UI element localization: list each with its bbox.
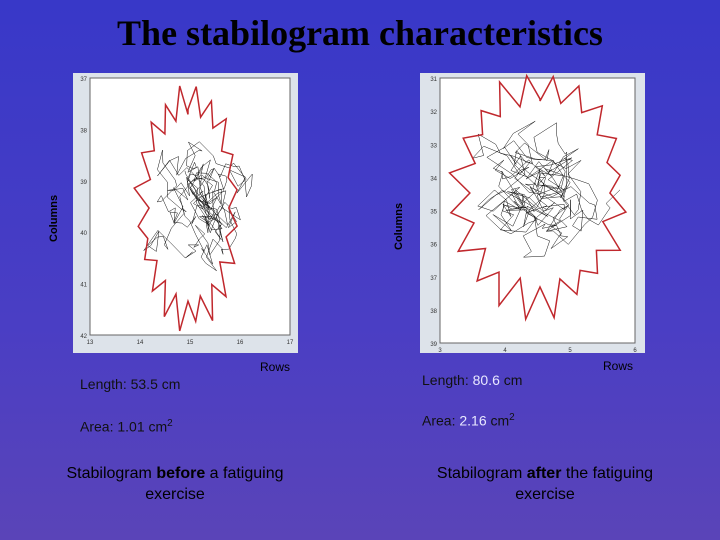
caption: Stabilogram after the fatiguing exercise bbox=[410, 463, 680, 505]
hull bbox=[133, 85, 239, 332]
area-power: 2 bbox=[167, 418, 173, 429]
caption: Stabilogram before a fatiguing exercise bbox=[40, 463, 310, 505]
y-tick-label: 41 bbox=[80, 283, 87, 289]
y-tick-label: 39 bbox=[430, 342, 437, 348]
y-tick-label: 37 bbox=[430, 276, 437, 282]
y-tick-label: 35 bbox=[430, 210, 437, 216]
y-tick-label: 38 bbox=[430, 309, 437, 315]
x-tick-label: 14 bbox=[137, 340, 144, 346]
caption-text: Stabilogram bbox=[66, 465, 152, 482]
length-value: 80.6 bbox=[472, 372, 500, 388]
y-axis-label: Columns bbox=[393, 202, 405, 250]
plot-area bbox=[439, 77, 636, 344]
y-tick-label: 39 bbox=[80, 180, 87, 186]
x-tick-label: 4 bbox=[503, 348, 507, 353]
y-tick-label: 31 bbox=[430, 77, 437, 83]
hull bbox=[448, 73, 628, 322]
x-tick-label: 6 bbox=[633, 348, 637, 353]
length-value: 53.5 bbox=[130, 376, 158, 392]
title: The stabilogram characteristics bbox=[117, 13, 603, 53]
area-power: 2 bbox=[509, 412, 515, 423]
y-tick-label: 33 bbox=[430, 143, 437, 149]
length-label: Length: bbox=[80, 376, 127, 392]
caption-text: Stabilogram bbox=[436, 465, 523, 482]
stabilogram-image: 31 32 33 34 35 36 37 38 39 3 4 5 6 bbox=[420, 73, 645, 353]
y-tick-label: 32 bbox=[430, 110, 437, 116]
area-value: 1.01 bbox=[117, 418, 145, 435]
y-tick-label: 37 bbox=[80, 77, 87, 83]
area: Area: 2.16 cm2 bbox=[422, 412, 515, 429]
length: Length: 80.6 cm bbox=[422, 372, 522, 388]
caption-emphasis: after bbox=[526, 465, 562, 482]
y-tick-label: 38 bbox=[80, 128, 87, 134]
x-tick-label: 17 bbox=[287, 340, 294, 346]
length-unit: cm bbox=[161, 376, 181, 392]
x-tick-label: 13 bbox=[87, 340, 94, 346]
length-unit: cm bbox=[503, 372, 523, 388]
x-tick-label: 3 bbox=[438, 348, 442, 353]
x-tick-label: 15 bbox=[187, 340, 194, 346]
y-tick-label: 36 bbox=[430, 243, 437, 249]
y-tick-label: 40 bbox=[80, 231, 87, 237]
trajectory bbox=[143, 141, 253, 272]
y-tick-label: 34 bbox=[430, 176, 437, 182]
area-label: Area: bbox=[80, 418, 114, 435]
y-axis-label: Columns bbox=[48, 194, 60, 242]
length: Length: 53.5 cm bbox=[80, 376, 180, 392]
area-label: Area: bbox=[422, 412, 456, 429]
stabilogram-image: 37 38 39 40 41 42 13 14 15 16 17 bbox=[73, 73, 298, 353]
area-value: 2.16 bbox=[459, 412, 487, 429]
x-axis-label: Rows bbox=[603, 359, 634, 373]
caption-text: the fatiguing exercise bbox=[515, 465, 654, 503]
plot-area bbox=[89, 77, 291, 336]
trajectory bbox=[471, 120, 621, 258]
area-unit: cm bbox=[148, 418, 168, 435]
caption-text: a fatiguing exercise bbox=[145, 465, 284, 503]
area: Area: 1.01 cm2 bbox=[80, 418, 173, 435]
x-axis-label: Rows bbox=[260, 360, 291, 374]
x-tick-label: 5 bbox=[568, 348, 572, 353]
caption-emphasis: before bbox=[156, 465, 206, 482]
y-tick-label: 42 bbox=[80, 334, 87, 340]
x-tick-label: 16 bbox=[237, 340, 244, 346]
length-label: Length: bbox=[422, 372, 469, 388]
area-unit: cm bbox=[490, 412, 510, 429]
